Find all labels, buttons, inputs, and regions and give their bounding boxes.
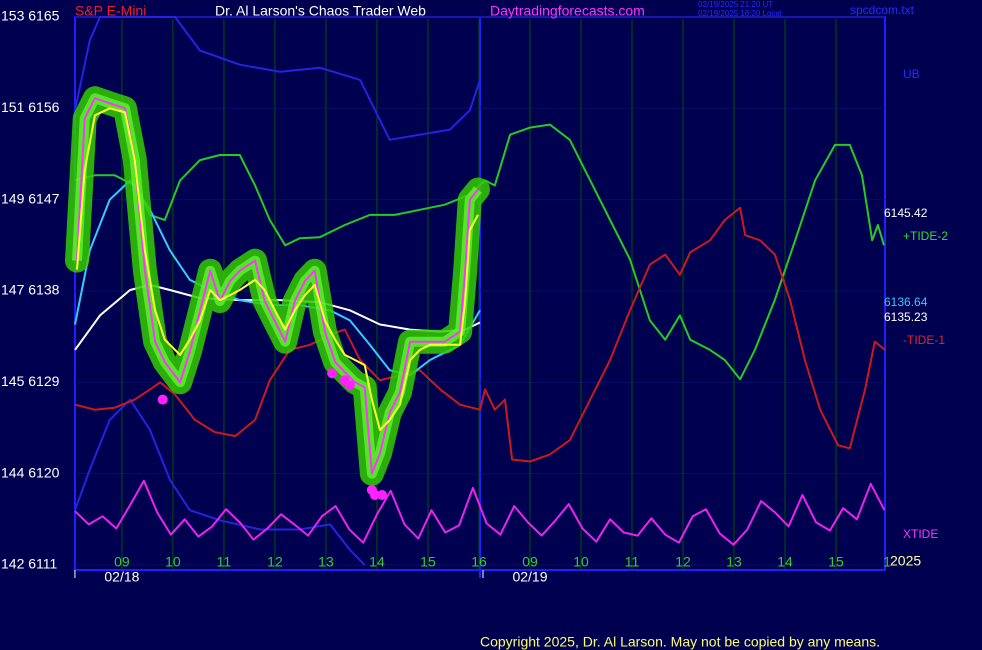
low-marker xyxy=(157,394,168,405)
x-tick-label: 1 xyxy=(883,554,891,570)
series-line xyxy=(74,479,886,546)
x-tick-label: 13 xyxy=(726,554,742,570)
right-label: 6145.42 xyxy=(884,206,928,220)
series-line xyxy=(76,107,479,431)
copyright: Copyright 2025, Dr. Al Larson. May not b… xyxy=(480,634,880,650)
y-tick-label: 144 6120 xyxy=(1,464,60,480)
x-tick-label: 14 xyxy=(777,554,793,570)
low-marker xyxy=(377,489,388,500)
right-label: +TIDE-2 xyxy=(903,229,948,243)
x-tick-label: 12 xyxy=(267,554,283,570)
low-marker xyxy=(344,380,355,391)
right-label: 6135.23 xyxy=(884,310,928,324)
x-tick-label: 16 xyxy=(471,554,487,570)
timestamp: 02/19/2025 21:20 UT xyxy=(698,0,773,9)
x-tick-label: 11 xyxy=(625,554,640,570)
x-tick-label: 14 xyxy=(369,554,385,570)
symbol: S&P E-Mini xyxy=(75,3,146,19)
timestamp: 02/19/2025 16:20 Local xyxy=(698,9,782,18)
chart-title: Dr. Al Larson's Chaos Trader Web xyxy=(215,3,426,19)
date-label: 02/18 xyxy=(104,569,139,585)
series-line xyxy=(74,123,885,381)
x-tick-label: 15 xyxy=(828,554,844,570)
series-line xyxy=(74,398,366,566)
site: Daytradingforecasts.com xyxy=(490,3,645,19)
right-label: XTIDE xyxy=(903,527,938,541)
series-line xyxy=(74,206,886,463)
low-marker xyxy=(327,368,338,379)
x-tick-label: 09 xyxy=(114,554,130,570)
x-tick-label: 13 xyxy=(318,554,334,570)
y-tick-label: 142 6111 xyxy=(1,556,58,572)
file-name: spcdcom.txt xyxy=(850,3,915,17)
right-label: 6136.64 xyxy=(884,295,928,309)
y-tick-label: 153 6165 xyxy=(1,8,60,24)
x-tick-label: 12 xyxy=(675,554,691,570)
series-line xyxy=(74,16,481,141)
y-tick-label: 145 6129 xyxy=(1,373,60,389)
low-marker xyxy=(369,489,380,500)
x-tick-label: 11 xyxy=(217,554,232,570)
right-label: -TIDE-1 xyxy=(903,333,945,347)
right-label: UB xyxy=(903,67,920,81)
x-tick-label: 15 xyxy=(420,554,436,570)
x-tick-label: 10 xyxy=(165,554,181,570)
year: 2025 xyxy=(890,553,921,569)
y-tick-label: 149 6147 xyxy=(1,190,60,206)
y-tick-label: 147 6138 xyxy=(1,282,60,298)
date-label: 02/19 xyxy=(512,569,547,585)
x-tick-label: 10 xyxy=(573,554,589,570)
y-tick-label: 151 6156 xyxy=(1,99,60,115)
x-tick-label: 09 xyxy=(522,554,538,570)
